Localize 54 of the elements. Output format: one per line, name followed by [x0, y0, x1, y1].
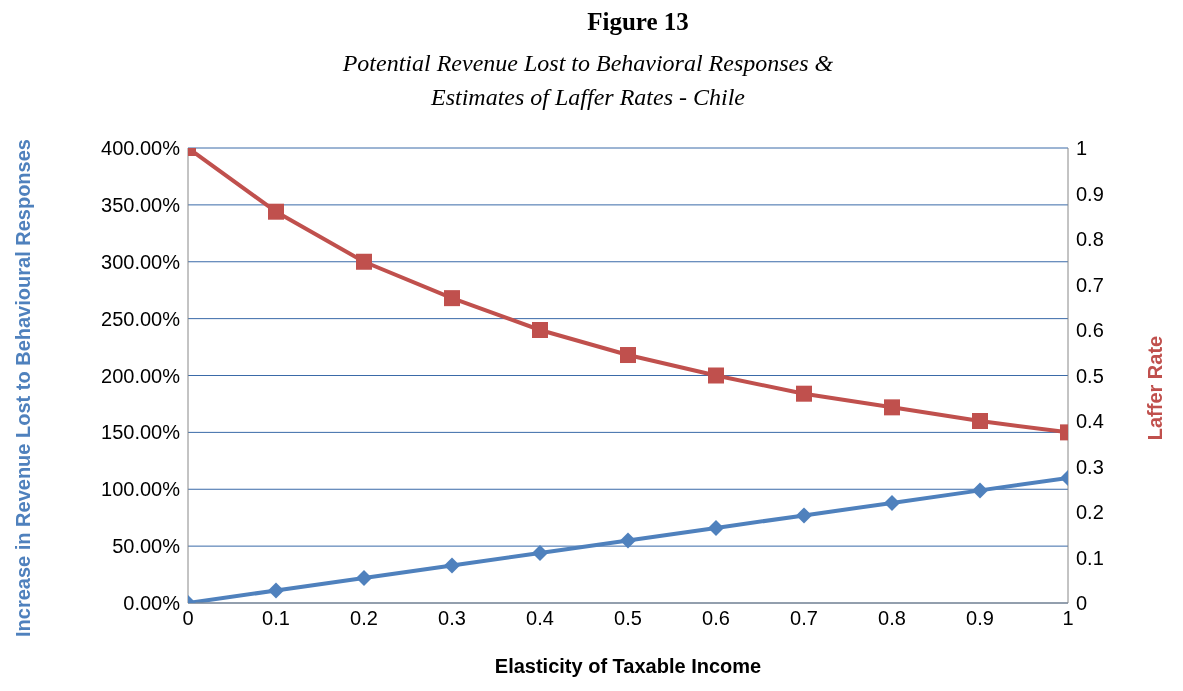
y2-tick-label: 0.8	[1076, 228, 1104, 251]
point	[532, 544, 548, 561]
y-axis-title: Increase in Revenue Lost to Behavioural Responses	[11, 138, 35, 638]
point	[268, 203, 284, 220]
point	[796, 385, 812, 402]
y-tick-label: 0.00%	[123, 592, 181, 615]
point	[972, 413, 988, 429]
x-tick-label: 0.5	[614, 607, 642, 630]
y-tick-label: 100.00%	[101, 478, 181, 501]
point	[444, 557, 460, 574]
point	[708, 367, 724, 384]
x-tick-label: 0.2	[350, 607, 378, 630]
y2-tick-label: 0.5	[1076, 364, 1104, 387]
y2-tick-label: 0.7	[1076, 273, 1104, 296]
point	[884, 494, 900, 511]
y2-tick-label: 0	[1076, 592, 1088, 615]
y-tick-label: 400.00%	[101, 137, 181, 160]
y-tick-label: 350.00%	[101, 193, 181, 216]
y-tick-label: 50.00%	[112, 535, 181, 558]
x-tick-label: 0.4	[526, 607, 554, 630]
x-tick-label: 0.9	[966, 607, 994, 630]
y2-tick-label: 0.1	[1076, 546, 1104, 569]
x-tick-label: 0.1	[262, 607, 290, 630]
x-tick-label: 0.7	[790, 607, 818, 630]
y2-tick-label: 0.3	[1076, 455, 1104, 478]
y2-tick-label: 0.9	[1076, 182, 1104, 205]
point	[268, 582, 284, 599]
point	[620, 532, 636, 549]
point	[356, 569, 372, 586]
point	[884, 399, 900, 416]
x-tick-label: 0	[182, 607, 194, 630]
y2-axis-title: Laffer Rate	[1144, 334, 1167, 443]
y-tick-label: 200.00%	[101, 364, 181, 387]
point	[972, 482, 988, 499]
x-tick-label: 0.3	[438, 607, 466, 630]
x-tick-label: 1	[1062, 607, 1074, 630]
point	[620, 347, 636, 364]
x-axis-title: Elasticity of Taxable Income	[494, 655, 762, 677]
chart-subtitle: Potential Revenue Lost to Behavioral Responses & Estimates of Laffer Rates - Chile	[341, 49, 835, 112]
point	[708, 519, 724, 536]
point	[796, 507, 812, 524]
x-tick-label: 0.6	[702, 607, 730, 630]
y2-tick-label: 1	[1076, 137, 1088, 160]
x-tick-label: 0.8	[878, 607, 906, 630]
point	[356, 253, 372, 270]
y-tick-label: 250.00%	[101, 307, 181, 330]
point	[444, 290, 460, 307]
chart-title: Figure 13	[586, 8, 690, 36]
y2-tick-label: 0.6	[1076, 319, 1104, 342]
y-tick-label: 150.00%	[101, 421, 181, 444]
y-tick-label: 300.00%	[101, 250, 181, 273]
point	[532, 322, 548, 338]
y2-tick-label: 0.4	[1076, 410, 1104, 433]
y2-tick-label: 0.2	[1076, 501, 1104, 524]
